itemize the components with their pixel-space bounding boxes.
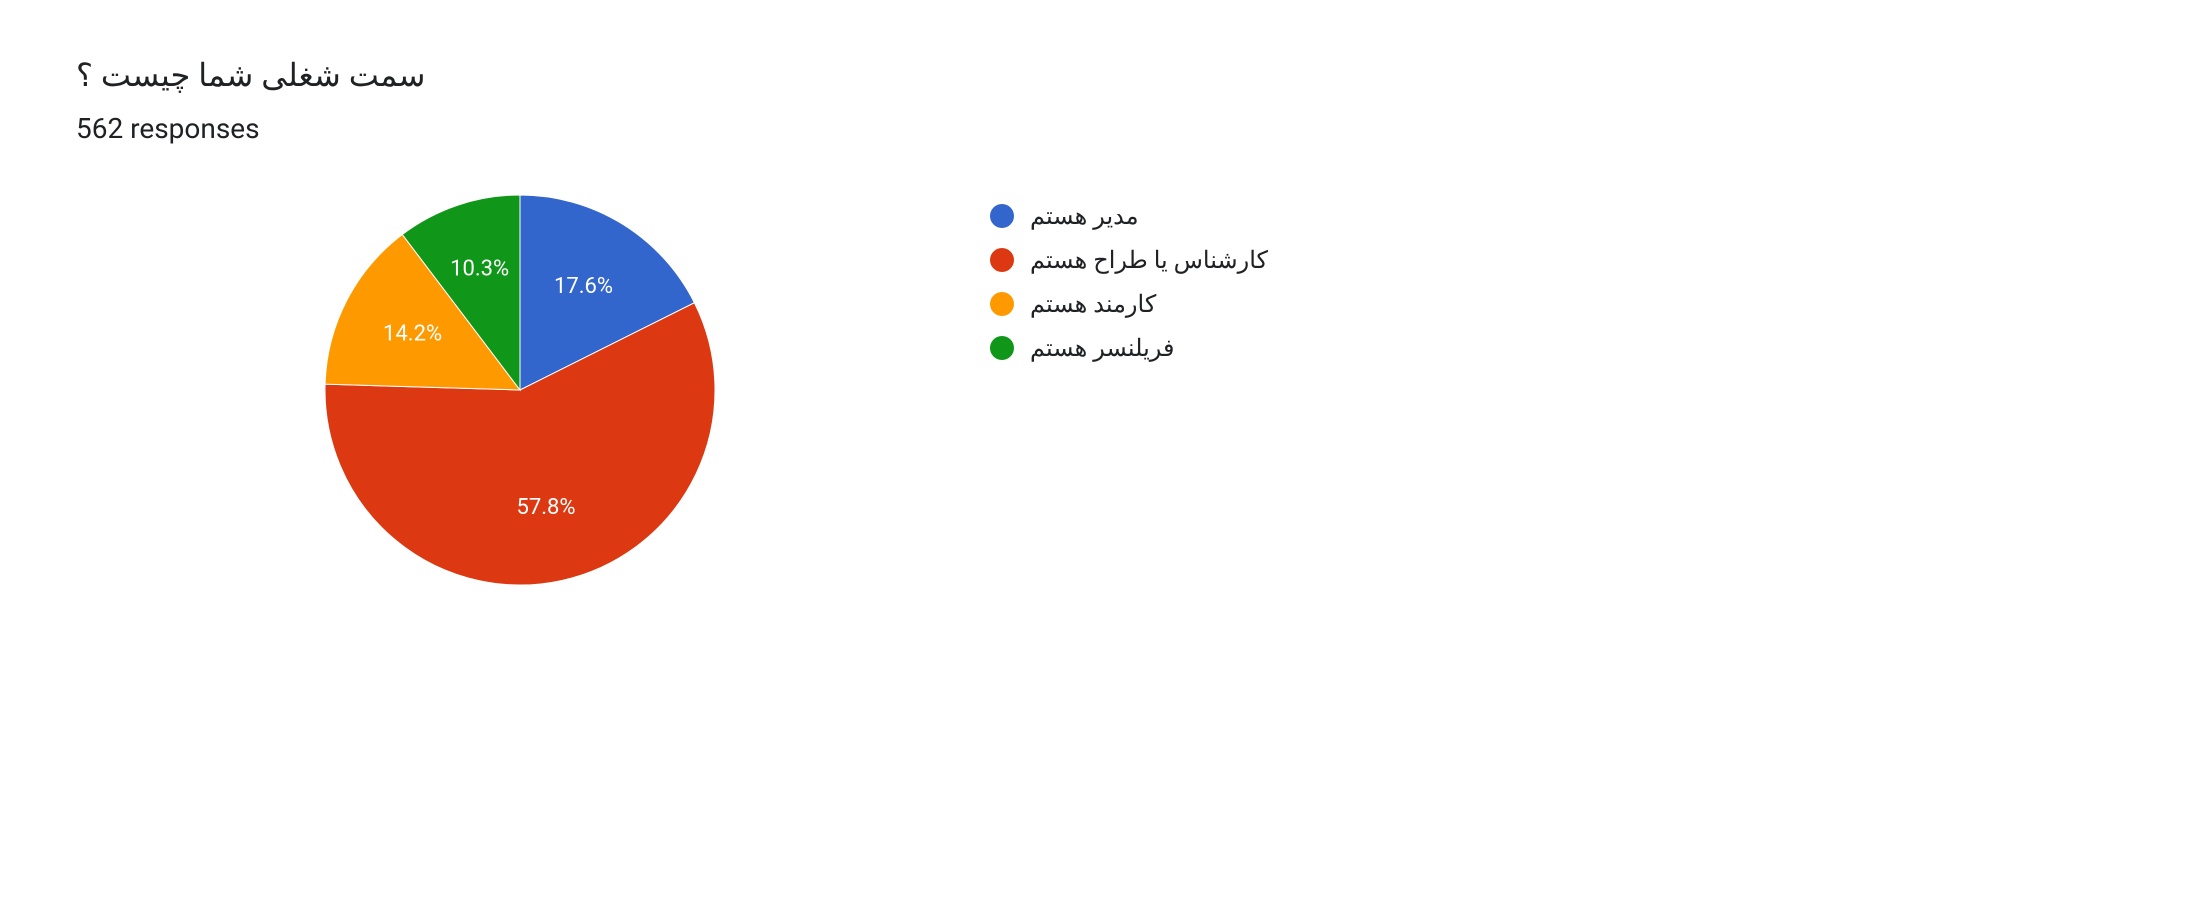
slice-percent-label: 17.6% [554,274,613,299]
pie-chart: 17.6% 57.8% 14.2% 10.3% [320,190,720,590]
legend-label: فریلنسر هستم [1030,334,1174,362]
pie-svg: 17.6% 57.8% 14.2% 10.3% [320,190,720,590]
slice-percent-label: 14.2% [383,321,442,346]
slice-percent-label: 10.3% [450,257,509,282]
legend-swatch [990,204,1014,228]
legend-label: مدیر هستم [1030,202,1139,230]
chart-legend: مدیر هستم کارشناس یا طراح هستم کارمند هستم… [990,200,1268,376]
legend-item[interactable]: کارشناس یا طراح هستم [990,244,1268,276]
legend-label: کارمند هستم [1030,290,1156,318]
chart-title: سمت شغلی شما چیست ؟ [76,56,425,94]
legend-swatch [990,336,1014,360]
legend-item[interactable]: مدیر هستم [990,200,1268,232]
slice-percent-label: 57.8% [517,495,576,520]
response-count: 562 responses [76,112,425,145]
legend-item[interactable]: فریلنسر هستم [990,332,1268,364]
legend-swatch [990,292,1014,316]
legend-swatch [990,248,1014,272]
chart-header: سمت شغلی شما چیست ؟ 562 responses [76,56,425,145]
legend-label: کارشناس یا طراح هستم [1030,246,1268,274]
legend-item[interactable]: کارمند هستم [990,288,1268,320]
